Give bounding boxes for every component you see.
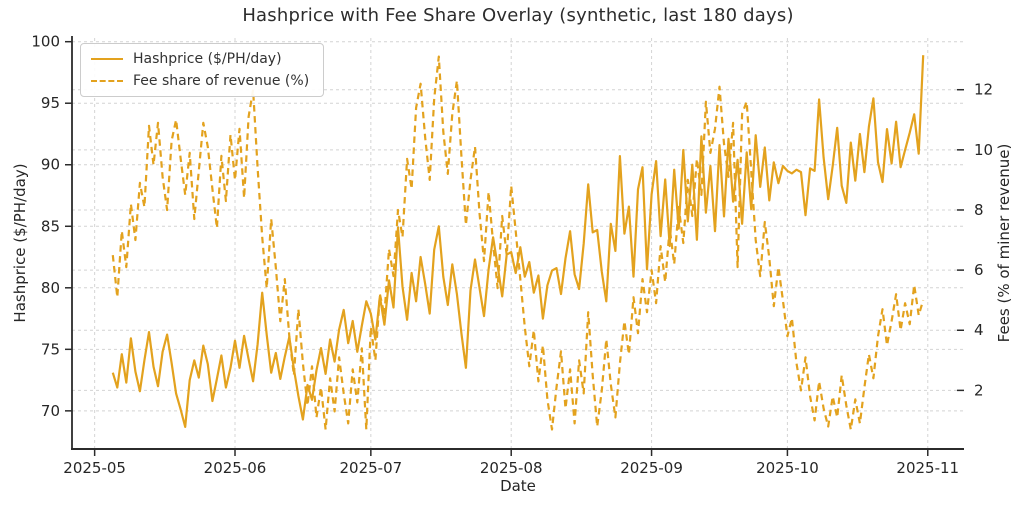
- fee-share-line: [111, 55, 925, 431]
- y-left-tick-label: 80: [41, 279, 60, 297]
- x-tick-label: 2025-10: [756, 459, 819, 477]
- legend: Hashprice ($/PH/day) Fee share of revenu…: [80, 43, 325, 97]
- x-axis-label: Date: [500, 477, 536, 495]
- y-axis-label-left: Hashprice ($/PH/day): [11, 163, 29, 323]
- legend-item-hashprice: Hashprice ($/PH/day): [91, 51, 309, 67]
- chart-title: Hashprice with Fee Share Overlay (synthe…: [242, 5, 794, 26]
- x-tick-label: 2025-06: [204, 459, 267, 477]
- y-left-tick-label: 75: [41, 340, 60, 358]
- y-left-tick-label: 70: [41, 402, 60, 420]
- y-right-tick-label: 12: [974, 81, 993, 99]
- x-tick-label: 2025-09: [620, 459, 683, 477]
- y-left-tick-label: 85: [41, 217, 60, 235]
- legend-label-fee-share: Fee share of revenue (%): [133, 73, 310, 89]
- y-right-tick-label: 8: [974, 201, 984, 219]
- y-right-tick-label: 2: [974, 381, 984, 399]
- legend-item-fee-share: Fee share of revenue (%): [91, 73, 309, 89]
- y-axis-label-right: Fees (% of miner revenue): [995, 143, 1013, 343]
- y-left-tick-label: 95: [41, 94, 60, 112]
- hashprice-line: [111, 55, 925, 428]
- legend-label-hashprice: Hashprice ($/PH/day): [133, 51, 282, 67]
- x-tick-label: 2025-05: [63, 459, 126, 477]
- y-right-tick-label: 4: [974, 321, 984, 339]
- x-tick-label: 2025-11: [896, 459, 959, 477]
- y-right-tick-label: 6: [974, 261, 984, 279]
- dashed-line-swatch: [91, 80, 123, 82]
- y-left-tick-label: 90: [41, 156, 60, 174]
- x-tick-label: 2025-08: [480, 459, 543, 477]
- y-left-tick-label: 100: [31, 33, 60, 51]
- y-right-tick-label: 10: [974, 141, 993, 159]
- solid-line-swatch: [91, 58, 123, 60]
- x-tick-label: 2025-07: [339, 459, 402, 477]
